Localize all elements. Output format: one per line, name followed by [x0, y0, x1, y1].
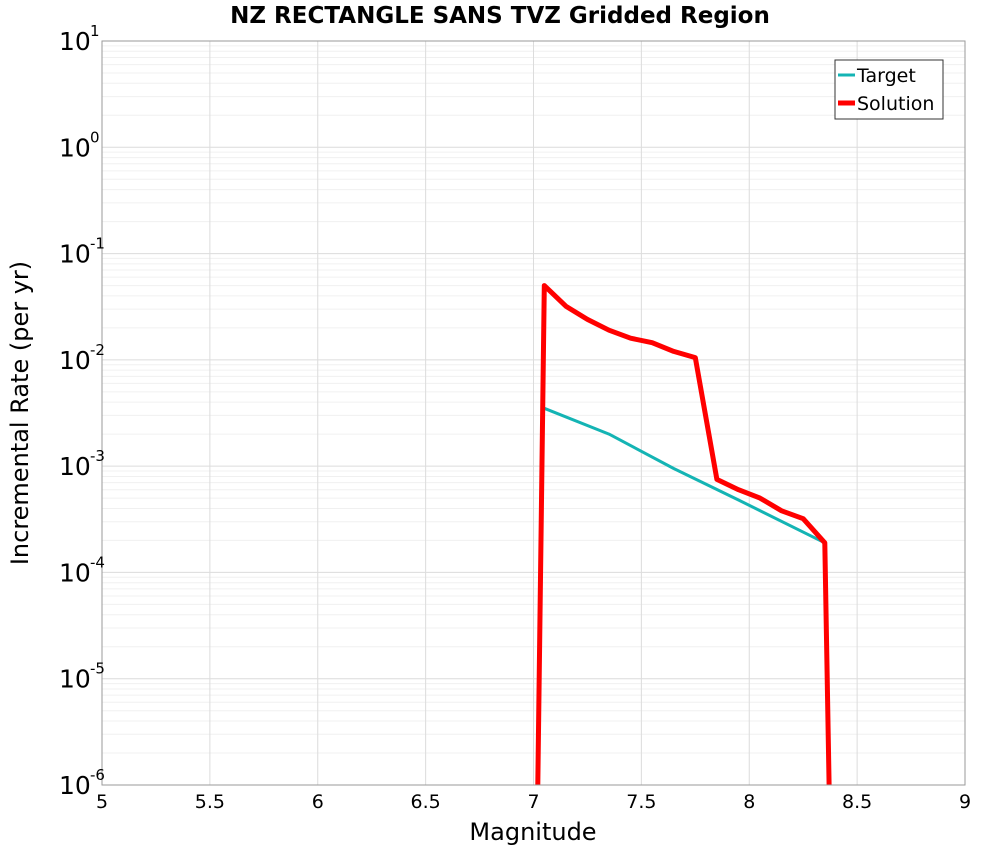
x-axis-label: Magnitude — [469, 818, 596, 846]
x-tick-label: 6 — [312, 791, 324, 813]
y-tick-exponent: -4 — [90, 553, 105, 571]
y-tick-exponent: -1 — [90, 235, 105, 253]
y-tick-exponent: 1 — [90, 22, 100, 40]
y-tick-base: 10 — [59, 771, 91, 800]
y-tick-label: 10 -5 — [59, 660, 105, 694]
y-tick-label: 10 1 — [59, 22, 100, 56]
y-tick-base: 10 — [59, 133, 91, 162]
legend: Target Solution — [834, 59, 944, 120]
y-tick-exponent: -6 — [90, 766, 105, 784]
y-tick-exponent: -2 — [90, 341, 105, 359]
x-tick-label: 6.5 — [411, 791, 441, 813]
series-line-target — [543, 406, 826, 545]
y-tick-label: 10 0 — [59, 128, 100, 162]
y-axis-label: Incremental Rate (per yr) — [6, 261, 34, 565]
series-group — [535, 283, 832, 786]
legend-box — [834, 59, 944, 120]
x-tick-label: 8 — [743, 791, 755, 813]
grid — [101, 40, 966, 786]
y-tick-base: 10 — [59, 452, 91, 481]
y-tick-base: 10 — [59, 27, 91, 56]
x-tick-labels: 5 5.5 6 6.5 7 7.5 8 8.5 9 — [96, 791, 971, 813]
x-tick-label: 5 — [96, 791, 108, 813]
chart-title: NZ RECTANGLE SANS TVZ Gridded Region — [230, 3, 770, 29]
y-tick-exponent: -5 — [90, 660, 105, 678]
series-line-solution — [535, 283, 832, 786]
legend-label-solution: Solution — [857, 93, 934, 115]
y-tick-exponent: 0 — [90, 128, 100, 146]
plot-frame — [101, 40, 966, 786]
y-tick-base: 10 — [59, 558, 91, 587]
y-tick-label: 10 -6 — [59, 766, 105, 800]
legend-label-target: Target — [856, 65, 916, 87]
y-tick-label: 10 -4 — [59, 553, 105, 587]
x-tick-label: 7 — [527, 791, 539, 813]
y-tick-base: 10 — [59, 346, 91, 375]
y-tick-label: 10 -1 — [59, 235, 105, 269]
x-tick-label: 7.5 — [626, 791, 656, 813]
y-tick-base: 10 — [59, 240, 91, 269]
y-tick-label: 10 -2 — [59, 341, 105, 375]
y-tick-exponent: -3 — [90, 447, 105, 465]
y-tick-label: 10 -3 — [59, 447, 105, 481]
x-tick-label: 5.5 — [195, 791, 225, 813]
y-tick-base: 10 — [59, 665, 91, 694]
x-tick-label: 9 — [959, 791, 971, 813]
x-tick-label: 8.5 — [842, 791, 872, 813]
